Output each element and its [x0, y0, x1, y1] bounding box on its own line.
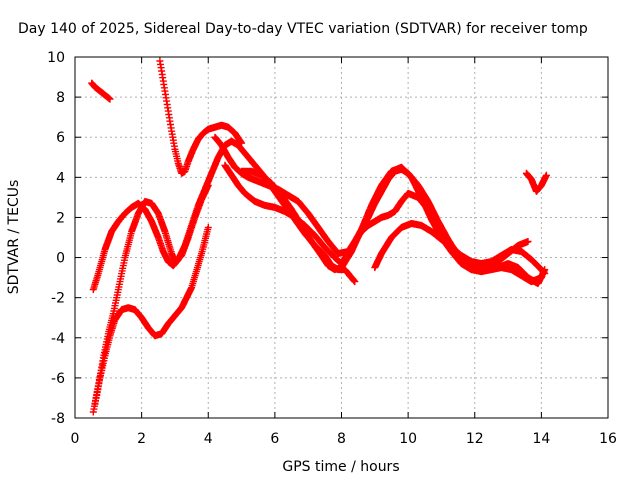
series-markers — [522, 169, 550, 195]
x-axis-label: GPS time / hours — [282, 459, 399, 475]
x-tick-label: 4 — [204, 431, 213, 447]
x-tick-label: 14 — [532, 431, 550, 447]
y-tick-label: 10 — [47, 50, 65, 66]
y-tick-label: -6 — [51, 371, 65, 387]
series-track-i — [371, 220, 549, 278]
y-tick-label: 2 — [56, 210, 65, 226]
series-markers — [88, 79, 114, 103]
x-tick-label: 0 — [71, 431, 80, 447]
series-track-h — [238, 163, 545, 286]
y-tick-label: 4 — [56, 170, 65, 186]
x-ticks: 0 2 4 6 8 10 12 14 16 — [71, 57, 617, 447]
x-tick-label: 6 — [270, 431, 279, 447]
y-ticks: -8 -6 -4 -2 0 2 4 6 8 10 — [47, 50, 608, 427]
series-markers — [89, 181, 212, 416]
chart-title: Day 140 of 2025, Sidereal Day-to-day VTE… — [18, 21, 588, 37]
series-track-b — [156, 57, 246, 177]
x-tick-label: 2 — [137, 431, 146, 447]
y-tick-label: -4 — [51, 331, 65, 347]
x-tick-label: 10 — [399, 431, 417, 447]
x-tick-label: 16 — [599, 431, 617, 447]
y-tick-label: -2 — [51, 291, 65, 307]
series-track-c — [89, 137, 359, 294]
series-markers — [156, 57, 246, 177]
series-markers — [371, 220, 549, 278]
series-track-a — [88, 79, 114, 103]
series-track-j — [522, 169, 550, 195]
grid-lines — [75, 57, 608, 418]
y-tick-label: 0 — [56, 251, 65, 267]
series-track-e — [89, 181, 212, 416]
series-markers — [238, 163, 545, 286]
series-markers — [89, 137, 359, 294]
x-tick-label: 8 — [337, 431, 346, 447]
y-tick-label: -8 — [51, 411, 65, 427]
y-axis-label: SDTVAR / TECUs — [6, 180, 22, 295]
series-layer — [88, 57, 550, 416]
y-tick-label: 6 — [56, 130, 65, 146]
x-tick-label: 12 — [466, 431, 484, 447]
y-tick-label: 8 — [56, 90, 65, 106]
